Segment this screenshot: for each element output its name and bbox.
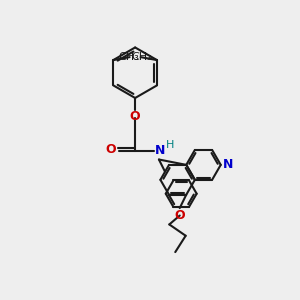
Text: N: N <box>155 144 165 157</box>
Text: O: O <box>130 110 140 124</box>
Text: CH₃: CH₃ <box>118 52 139 62</box>
Text: O: O <box>174 209 185 222</box>
Text: N: N <box>223 158 233 171</box>
Text: H: H <box>166 140 174 150</box>
Text: O: O <box>106 143 116 156</box>
Text: CH₃: CH₃ <box>131 52 152 62</box>
